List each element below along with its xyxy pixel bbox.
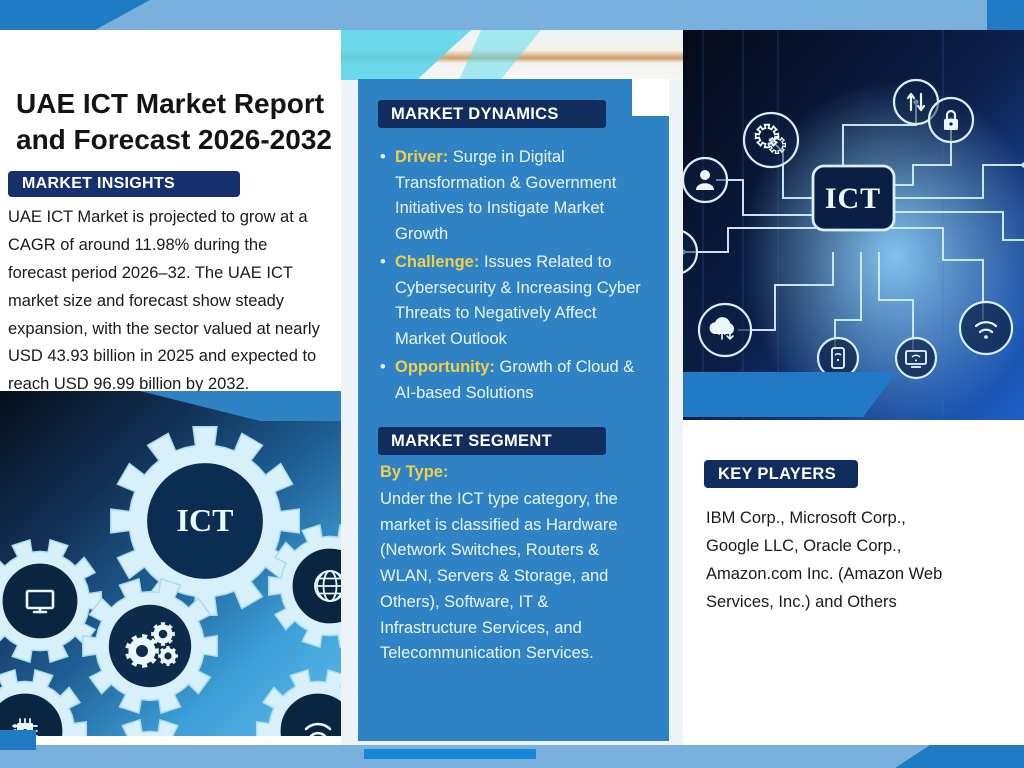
svg-text:ICT: ICT: [825, 182, 881, 215]
svg-text:ICT: ICT: [177, 502, 234, 538]
